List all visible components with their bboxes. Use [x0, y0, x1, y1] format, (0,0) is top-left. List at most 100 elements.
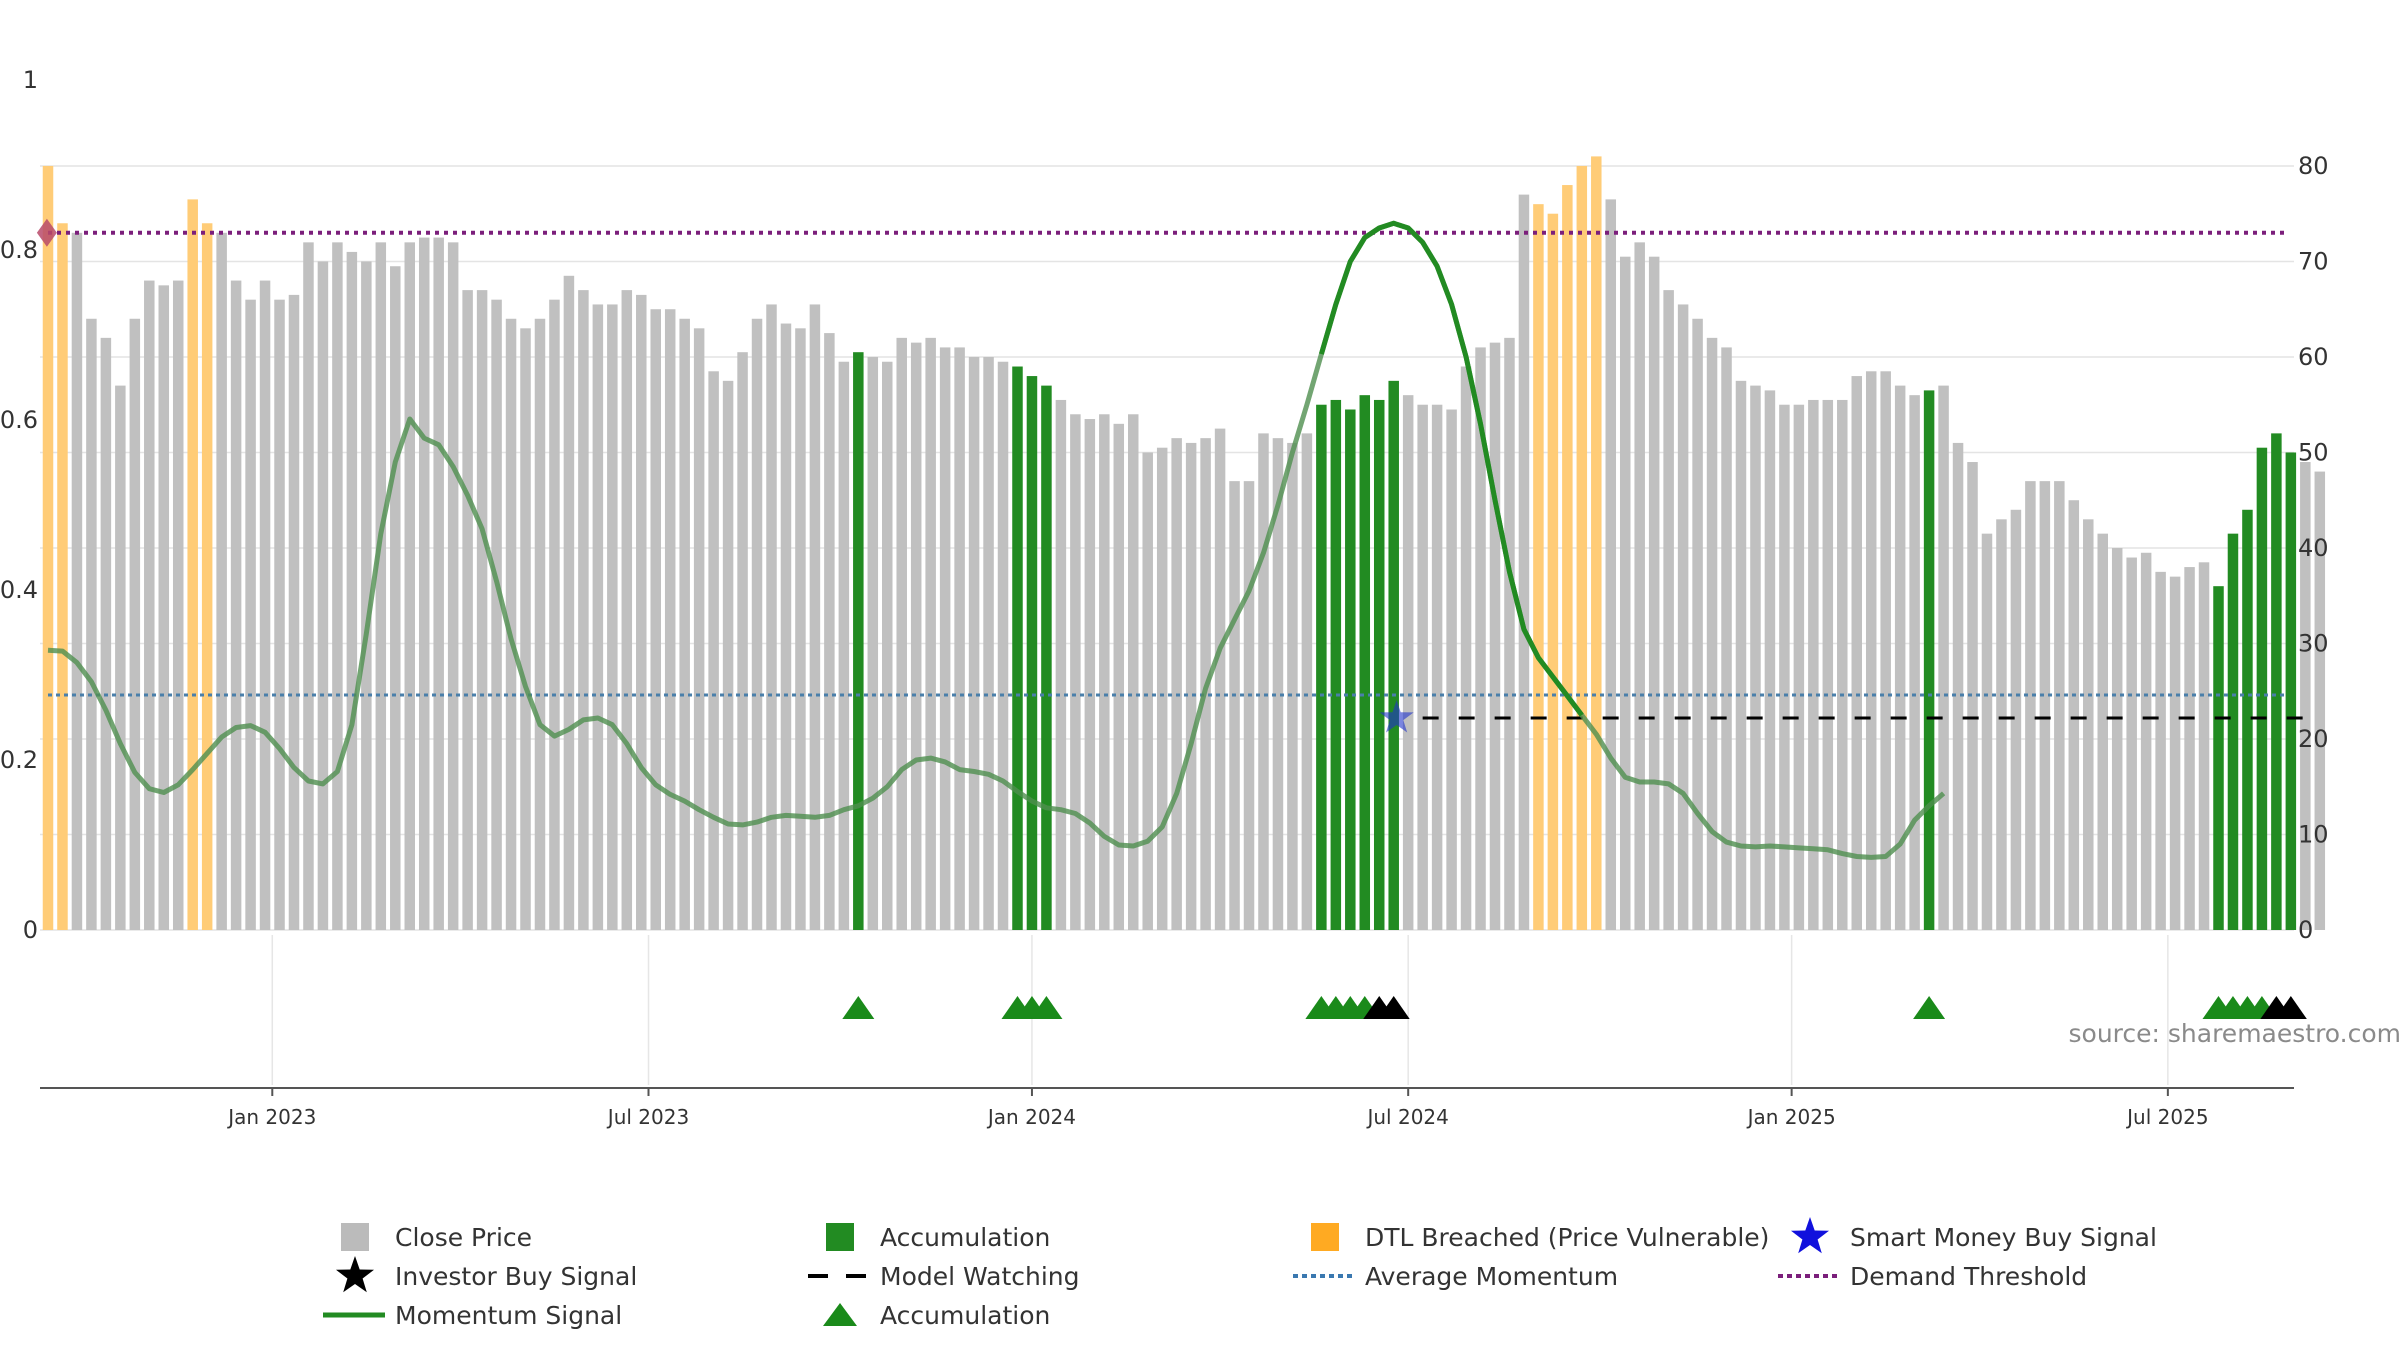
close-price-bar: [1085, 419, 1096, 930]
right-axis-tick-label: 20: [2298, 725, 2329, 753]
close-price-bar: [1171, 438, 1182, 930]
close-price-bar: [1186, 443, 1197, 930]
close-price-bar: [159, 285, 170, 930]
right-axis-tick-label: 30: [2298, 629, 2329, 657]
right-axis-tick-label: 0: [2298, 916, 2313, 944]
close-price-bar: [1692, 319, 1703, 930]
legend-item: Close Price: [341, 1223, 532, 1252]
close-price-bar: [1056, 400, 1067, 930]
close-price-bar: [665, 309, 676, 930]
close-price-bar: [72, 233, 83, 930]
close-price-bar: [839, 362, 850, 930]
close-price-bar: [1996, 519, 2007, 930]
accumulation-bar: [1012, 367, 1023, 930]
close-price-bar: [1287, 443, 1298, 930]
close-price-bar: [1302, 433, 1313, 930]
left-axis-tick-label: 0.8: [0, 236, 38, 264]
close-price-bar: [289, 295, 300, 930]
accumulation-bar: [2228, 534, 2239, 930]
close-price-bar: [2170, 577, 2181, 930]
left-axis-tick-label: 0.2: [0, 746, 38, 774]
close-price-bar: [824, 333, 835, 930]
dtl-breached-bar: [1577, 166, 1588, 930]
right-axis-tick-label: 10: [2298, 820, 2329, 848]
close-price-bar: [1461, 367, 1472, 930]
close-price-bar: [535, 319, 546, 930]
close-price-bar: [752, 319, 763, 930]
dtl-breached-bar: [1533, 204, 1544, 930]
close-price-bar: [766, 304, 777, 930]
source-note: source: sharemaestro.com: [2069, 1019, 2400, 1048]
x-axis-tick-label: Jan 2023: [226, 1105, 316, 1129]
close-price-bar: [2054, 481, 2065, 930]
close-price-bar: [1070, 414, 1081, 930]
close-price-bar: [1490, 343, 1501, 930]
dtl-breached-bar: [187, 199, 198, 930]
x-axis-tick-label: Jul 2023: [606, 1105, 689, 1129]
legend-item: DTL Breached (Price Vulnerable): [1311, 1223, 1769, 1252]
accumulation-bar: [1360, 395, 1371, 930]
close-price-bar: [1403, 395, 1414, 930]
close-price-bar: [1114, 424, 1125, 930]
right-axis-tick-label: 70: [2298, 247, 2329, 275]
legend-item: Accumulation: [826, 1223, 1050, 1252]
close-price-bar: [1258, 433, 1269, 930]
right-axis-tick-label: 40: [2298, 534, 2329, 562]
close-price-bar: [1765, 390, 1776, 930]
accumulation-bar: [1041, 386, 1052, 930]
legend-label: DTL Breached (Price Vulnerable): [1365, 1223, 1769, 1252]
close-price-bar: [578, 290, 589, 930]
close-price-bar: [274, 300, 285, 930]
dtl-breached-bar: [1591, 156, 1602, 930]
dtl-breached-bar: [43, 166, 54, 930]
legend-triangle-icon: [823, 1303, 857, 1326]
close-price-bar: [2126, 558, 2137, 930]
close-price-bar: [2083, 519, 2094, 930]
close-price-bar: [2097, 534, 2108, 930]
legend-star-icon: [1791, 1217, 1829, 1253]
x-axis-tick-label: Jan 2024: [986, 1105, 1076, 1129]
legend-swatch: [1311, 1223, 1339, 1251]
x-axis-tick-label: Jul 2025: [2125, 1105, 2208, 1129]
close-price-bar: [419, 238, 430, 930]
close-price-bar: [2141, 553, 2152, 930]
legend-label: Accumulation: [880, 1223, 1050, 1252]
left-axis-tick-label: 0.6: [0, 406, 38, 434]
close-price-bar: [549, 300, 560, 930]
legend-item: Demand Threshold: [1778, 1262, 2087, 1291]
close-price-bar: [1620, 257, 1631, 930]
close-price-bar: [2300, 462, 2311, 930]
close-price-bar: [564, 276, 575, 930]
close-price-bar: [723, 381, 734, 930]
x-axis-tick-label: Jul 2024: [1365, 1105, 1448, 1129]
legend-label: Smart Money Buy Signal: [1850, 1223, 2157, 1252]
close-price-bar: [332, 242, 343, 930]
close-price-bar: [86, 319, 97, 930]
close-price-bar: [882, 362, 893, 930]
close-price-bar: [1953, 443, 1964, 930]
legend-star-icon: [336, 1256, 374, 1292]
legend-label: Average Momentum: [1365, 1262, 1618, 1291]
legend-item: Model Watching: [808, 1262, 1080, 1291]
right-axis-tick-label: 80: [2298, 152, 2329, 180]
close-price-bar: [520, 328, 531, 930]
close-price-bar: [1909, 395, 1920, 930]
left-axis-tick-label: 0: [23, 916, 38, 944]
close-price-bar: [1779, 405, 1790, 930]
dtl-breached-bar: [1562, 185, 1573, 930]
close-price-bar: [1634, 242, 1645, 930]
close-price-bar: [1866, 371, 1877, 930]
close-price-bars: [43, 156, 2325, 930]
accumulation-bar: [1374, 400, 1385, 930]
close-price-bar: [376, 242, 387, 930]
close-price-bar: [694, 328, 705, 930]
close-price-bar: [462, 290, 473, 930]
close-price-bar: [1880, 371, 1891, 930]
legend-item: Average Momentum: [1293, 1262, 1618, 1291]
accumulation-bar: [1331, 400, 1342, 930]
close-price-bar: [433, 238, 444, 930]
close-price-bar: [737, 352, 748, 930]
close-price-bar: [1446, 409, 1457, 930]
close-price-bar: [173, 281, 184, 930]
